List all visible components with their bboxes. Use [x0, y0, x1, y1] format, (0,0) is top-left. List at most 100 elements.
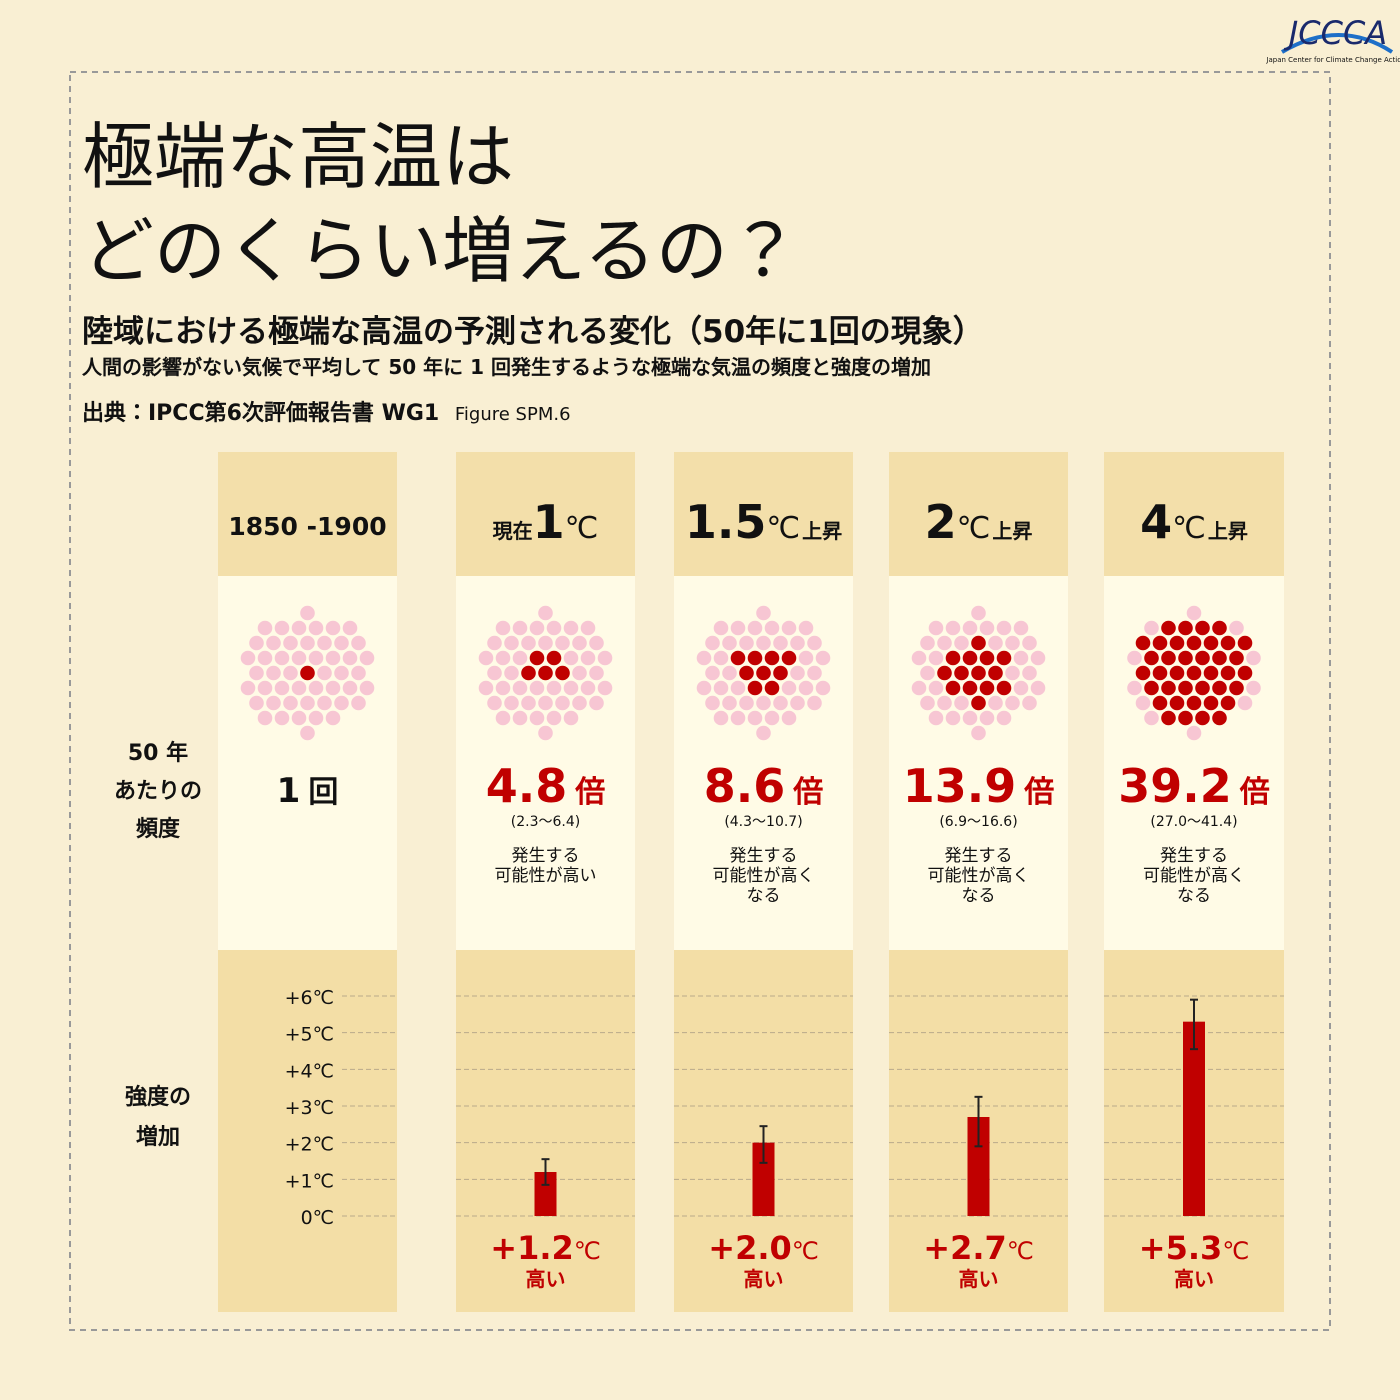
dot: [1005, 665, 1020, 681]
dot: [546, 710, 562, 726]
dot: [334, 665, 349, 681]
frequency-range: (27.0〜41.4): [1150, 814, 1237, 830]
dot: [1186, 725, 1202, 741]
dot: [563, 710, 579, 726]
title-line: どのくらい増えるの？: [82, 209, 800, 293]
dot: [1144, 710, 1159, 726]
bar: [534, 1172, 557, 1216]
dashed-border: [69, 71, 1331, 1331]
highlighted-dot: [730, 650, 746, 666]
dot: [773, 695, 788, 711]
dot: [790, 665, 805, 681]
highlighted-dot: [1169, 665, 1185, 681]
dot: [572, 665, 587, 681]
dot: [996, 620, 1012, 636]
header-unit: ℃: [565, 511, 599, 546]
header-warming: 1.5: [685, 495, 767, 549]
header-suffix: 上昇: [1208, 519, 1248, 543]
highlighted-dot: [781, 650, 797, 666]
highlighted-dot: [756, 665, 771, 681]
header-unit: ℃: [1172, 511, 1206, 546]
highlighted-dot: [1220, 635, 1236, 651]
highlighted-dot: [773, 665, 788, 681]
dot: [1237, 695, 1253, 711]
header-suffix: 上昇: [992, 519, 1032, 543]
dot: [529, 710, 545, 726]
column-header-panel: [889, 452, 1068, 576]
dot: [1144, 620, 1159, 636]
dot: [739, 635, 754, 651]
column-header-panel: [674, 452, 853, 576]
logo-caption: Japan Center for Climate Change Actions: [1265, 56, 1400, 64]
dot: [954, 635, 969, 651]
dot: [504, 665, 519, 681]
dot: [308, 680, 324, 696]
dot: [589, 635, 604, 651]
dot: [1246, 680, 1261, 696]
highlighted-dot: [1135, 635, 1151, 651]
dot: [538, 605, 553, 621]
dot: [291, 710, 307, 726]
dot: [1022, 635, 1037, 651]
header-unit: ℃: [766, 511, 800, 546]
highlighted-dot: [1195, 680, 1210, 696]
highlighted-dot: [1169, 695, 1185, 711]
dot: [563, 680, 579, 696]
dot: [283, 695, 298, 711]
dot: [696, 650, 712, 666]
highlighted-dot: [971, 695, 986, 711]
header-prefix: 現在: [493, 519, 533, 543]
dot: [325, 710, 341, 726]
dot: [756, 725, 771, 741]
highlighted-dot: [1212, 620, 1227, 636]
highlighted-dot: [971, 665, 986, 681]
dot: [798, 650, 814, 666]
dot: [773, 635, 788, 651]
frequency-range: (2.3〜6.4): [511, 814, 580, 830]
highlighted-dot: [1212, 710, 1227, 726]
highlighted-dot: [747, 680, 763, 696]
dot: [928, 620, 944, 636]
frequency-note: 可能性が高く: [928, 866, 1030, 886]
dot: [1127, 680, 1142, 696]
row-label: 50 年: [128, 740, 188, 766]
highlighted-dot: [1161, 710, 1176, 726]
dot: [807, 665, 822, 681]
dot: [266, 695, 281, 711]
header-warming: 4: [1140, 495, 1172, 549]
dot: [911, 680, 927, 696]
value-unit: ℃: [1222, 1237, 1249, 1265]
dot: [274, 650, 290, 666]
dot: [317, 665, 332, 681]
dot: [512, 710, 528, 726]
dot: [739, 695, 754, 711]
header-unit: ℃: [957, 511, 991, 546]
dot: [713, 620, 729, 636]
frequency-unit: 倍: [1023, 775, 1054, 810]
column-header-panel: [218, 452, 397, 576]
value-label: +2.0℃: [708, 1229, 818, 1267]
dot: [713, 650, 729, 666]
value-unit: ℃: [792, 1237, 819, 1265]
highlighted-dot: [1195, 650, 1210, 666]
bar: [752, 1142, 775, 1216]
row-label: あたりの: [114, 779, 202, 804]
dot: [1030, 680, 1046, 696]
dot: [325, 650, 341, 666]
highlighted-dot: [954, 665, 969, 681]
frequency-note: なる: [962, 886, 996, 906]
dot: [478, 650, 494, 666]
y-tick-label: 0℃: [301, 1207, 334, 1229]
dot: [937, 635, 952, 651]
dot: [730, 620, 746, 636]
dot: [597, 650, 613, 666]
dot: [351, 665, 366, 681]
dot: [580, 650, 596, 666]
dot: [300, 695, 315, 711]
dot: [722, 695, 737, 711]
dot: [928, 650, 944, 666]
column-period: 1850 -1900: [228, 512, 386, 541]
dot: [300, 635, 315, 651]
highlighted-dot: [555, 665, 570, 681]
column-header: 2℃ 上昇: [925, 495, 1033, 549]
